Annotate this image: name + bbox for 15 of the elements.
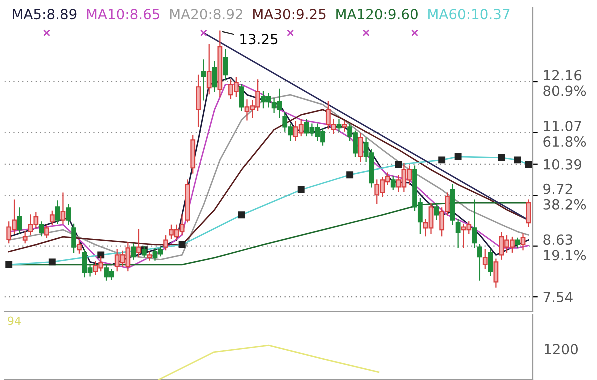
text: MA10:8.65 [87, 9, 160, 20]
text: MA20:8.92 [170, 9, 242, 20]
text: MA5:8.89 [13, 9, 77, 20]
annotation: 13.25 [240, 34, 278, 45]
y-tick-label: 11.07 61.8% [544, 120, 586, 148]
y-tick-label: 9.72 38.2% [544, 184, 586, 210]
y-tick-label: 10.39 [544, 159, 582, 170]
text: MA120:9.60 [336, 9, 418, 20]
text: 94 [8, 316, 21, 326]
y-tick-label: 7.54 [544, 292, 573, 303]
text: MA60:10.37 [428, 9, 510, 20]
y-tick-label: 8.63 19.1% [544, 234, 586, 261]
y-tick-label: 12.16 80.9% [544, 70, 586, 96]
text: MA30:9.25 [254, 9, 326, 20]
text: 1200 [545, 344, 578, 355]
